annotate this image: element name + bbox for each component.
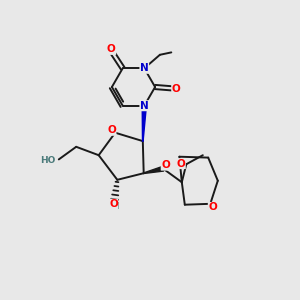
Text: O: O bbox=[176, 159, 185, 169]
Text: N: N bbox=[140, 101, 149, 111]
Text: O: O bbox=[208, 202, 217, 212]
Text: HO: HO bbox=[40, 156, 56, 165]
Text: O: O bbox=[109, 199, 118, 209]
Text: O: O bbox=[107, 125, 116, 135]
Text: O: O bbox=[107, 44, 116, 54]
Polygon shape bbox=[144, 167, 164, 173]
Text: H: H bbox=[111, 202, 119, 211]
Polygon shape bbox=[142, 106, 146, 141]
Text: O: O bbox=[172, 83, 181, 94]
Text: N: N bbox=[140, 63, 149, 73]
Text: O: O bbox=[161, 160, 170, 170]
